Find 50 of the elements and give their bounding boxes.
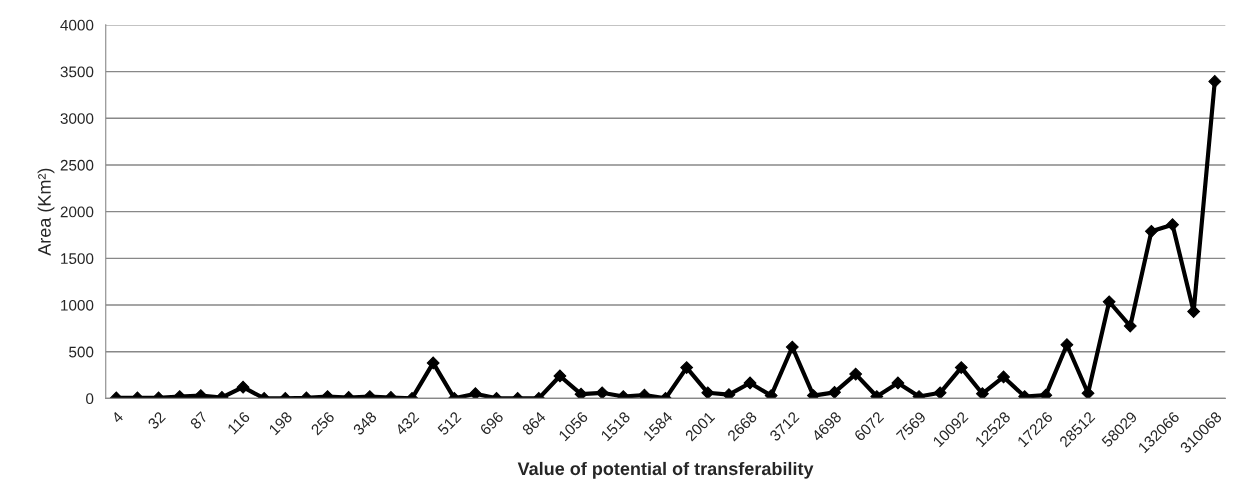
x-tick-label: 198	[268, 410, 293, 436]
x-tick-label: 116	[226, 410, 251, 435]
point	[743, 376, 757, 390]
x-tick-label: 4	[110, 410, 124, 424]
point	[764, 389, 778, 399]
point	[595, 386, 609, 399]
point	[1123, 319, 1137, 333]
point	[236, 380, 250, 394]
y-tick-label: 2500	[60, 159, 94, 171]
x-tick-label: 87	[189, 411, 209, 430]
point	[1060, 338, 1074, 352]
point	[680, 361, 694, 374]
point	[828, 385, 841, 399]
y-tick-label: 2000	[60, 206, 94, 218]
y-tick-label: 1000	[61, 299, 94, 311]
x-tick-label: 696	[479, 410, 505, 436]
point	[722, 388, 736, 399]
point	[426, 356, 440, 370]
point	[954, 361, 968, 374]
point	[553, 369, 567, 383]
point	[1039, 388, 1053, 399]
point	[976, 387, 989, 399]
x-tick-label: 432	[394, 411, 420, 436]
point	[1187, 305, 1201, 318]
point	[638, 388, 651, 399]
y-tick-label: 0	[86, 393, 94, 405]
point	[997, 370, 1010, 384]
x-tick-label: 348	[352, 410, 378, 436]
y-axis-title: Area (Km²)	[37, 168, 55, 256]
point	[1166, 218, 1179, 232]
y-tick-label: 3500	[60, 66, 94, 78]
x-tick-label: 512	[436, 411, 462, 436]
y-tick-label: 3000	[60, 113, 94, 124]
x-tick-label: 32	[147, 411, 166, 430]
y-tick-label: 1500	[61, 253, 94, 265]
point	[574, 387, 588, 399]
x-axis-title: Value of potential of transferability	[517, 461, 814, 479]
point	[1144, 224, 1158, 238]
point	[701, 386, 715, 399]
point	[785, 340, 799, 354]
point	[469, 387, 482, 399]
point	[807, 389, 820, 399]
point	[1102, 295, 1116, 309]
point	[933, 386, 947, 399]
x-tick-label: 256	[310, 410, 336, 436]
x-tick-label: 864	[521, 410, 547, 436]
y-tick-label: 4000	[60, 19, 94, 31]
point	[849, 367, 863, 381]
y-tick-label: 500	[69, 346, 94, 358]
point	[891, 376, 905, 390]
